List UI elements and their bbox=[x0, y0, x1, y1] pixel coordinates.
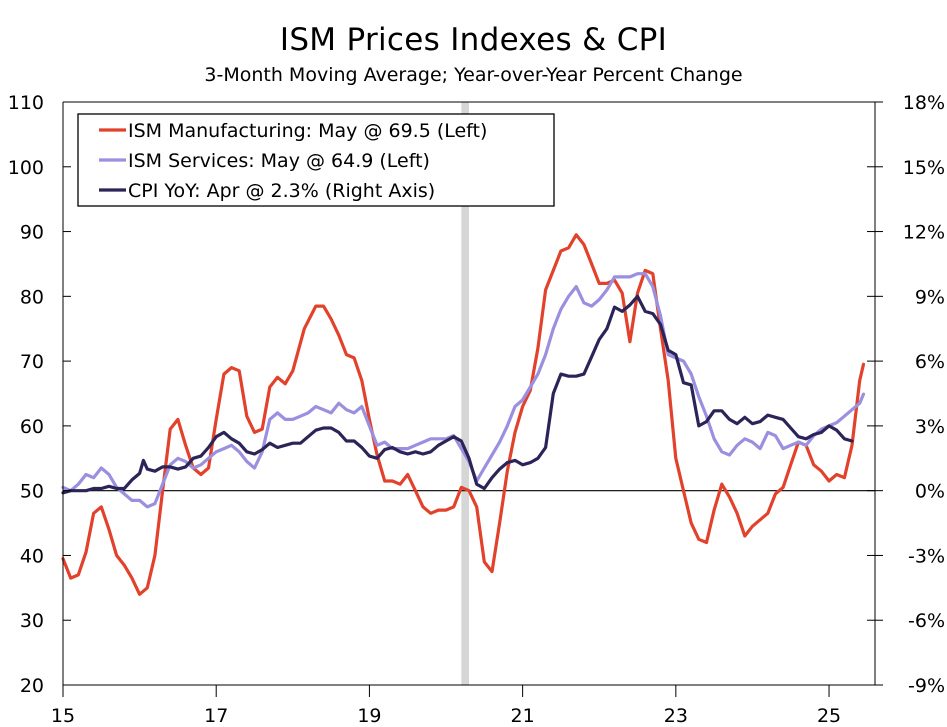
left-axis-tick-label: 60 bbox=[20, 416, 44, 438]
right-axis-tick-label: 9% bbox=[915, 286, 945, 308]
left-axis-tick-label: 70 bbox=[20, 351, 44, 373]
right-axis-tick-label: -6% bbox=[908, 610, 945, 632]
left-axis-tick-label: 100 bbox=[8, 157, 44, 179]
x-axis-tick-label: 21 bbox=[511, 705, 535, 727]
chart-title: ISM Prices Indexes & CPI bbox=[279, 22, 668, 58]
right-axis-tick-label: 0% bbox=[915, 481, 945, 503]
legend-label-2: CPI YoY: Apr @ 2.3% (Right Axis) bbox=[128, 180, 435, 202]
legend-label-1: ISM Services: May @ 64.9 (Left) bbox=[128, 150, 430, 172]
x-axis-tick-label: 17 bbox=[204, 705, 228, 727]
left-axis-tick-label: 20 bbox=[20, 675, 44, 697]
right-axis-tick-label: 3% bbox=[915, 416, 945, 438]
right-axis-tick-label: 18% bbox=[903, 92, 945, 114]
left-axis-tick-label: 80 bbox=[20, 286, 44, 308]
recession-band bbox=[461, 102, 469, 685]
left-axis-tick-label: 30 bbox=[20, 610, 44, 632]
x-axis-tick-label: 25 bbox=[817, 705, 841, 727]
right-axis-tick-label: 12% bbox=[903, 222, 945, 244]
left-axis-tick-label: 110 bbox=[8, 92, 44, 114]
right-axis-tick-label: 6% bbox=[915, 351, 945, 373]
right-axis-tick-label: 15% bbox=[903, 157, 945, 179]
x-axis-tick-label: 15 bbox=[51, 705, 75, 727]
left-axis-tick-label: 40 bbox=[20, 545, 44, 567]
series-line-2 bbox=[61, 294, 854, 495]
series-line-1 bbox=[61, 272, 866, 509]
x-axis-tick-label: 19 bbox=[357, 705, 381, 727]
chart-subtitle: 3-Month Moving Average; Year-over-Year P… bbox=[204, 64, 743, 86]
right-axis-tick-label: -9% bbox=[908, 675, 945, 697]
left-axis-tick-label: 90 bbox=[20, 222, 44, 244]
right-axis-tick-label: -3% bbox=[908, 545, 945, 567]
series-line-0 bbox=[61, 233, 866, 596]
legend-box bbox=[77, 113, 555, 207]
legend-label-0: ISM Manufacturing: May @ 69.5 (Left) bbox=[128, 120, 487, 142]
left-axis-tick-label: 50 bbox=[20, 481, 44, 503]
x-axis-tick-label: 23 bbox=[664, 705, 688, 727]
